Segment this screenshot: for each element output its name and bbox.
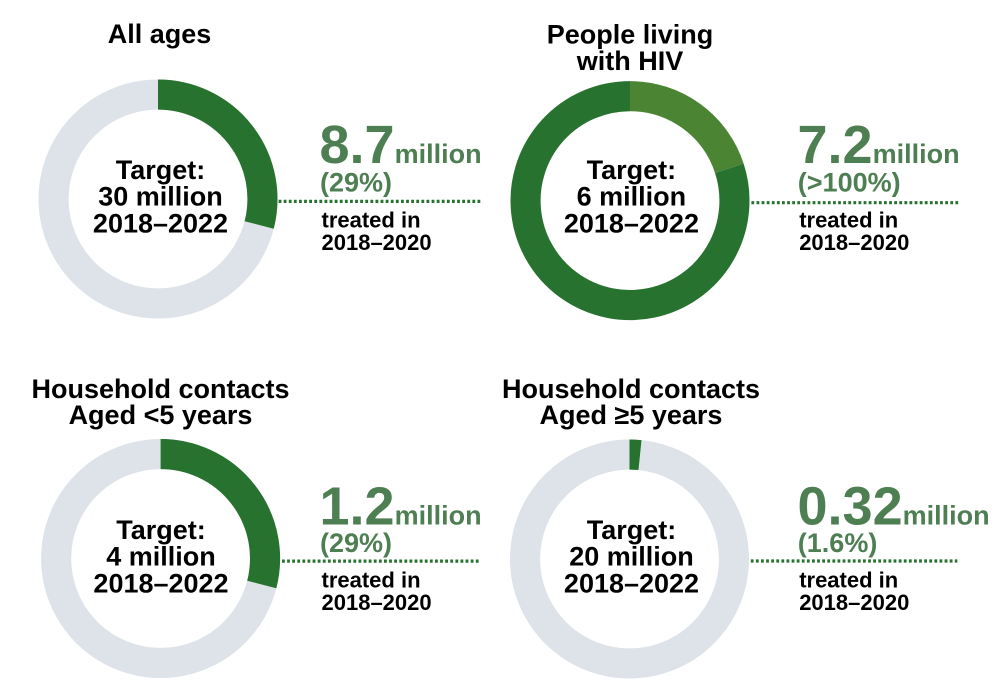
svg-text:2018–2020: 2018–2020 bbox=[322, 590, 432, 615]
svg-text:Target:: Target: bbox=[587, 155, 677, 185]
svg-text:2018–2020: 2018–2020 bbox=[322, 230, 432, 255]
svg-text:Aged ≥5 years: Aged ≥5 years bbox=[540, 400, 723, 430]
svg-text:2018–2022: 2018–2022 bbox=[564, 569, 699, 599]
svg-text:(29%): (29%) bbox=[320, 528, 392, 558]
svg-text:treated in: treated in bbox=[322, 208, 421, 233]
svg-text:All ages: All ages bbox=[108, 19, 212, 49]
svg-text:7.2million: 7.2million bbox=[798, 115, 960, 175]
svg-text:6 million: 6 million bbox=[577, 182, 687, 212]
svg-text:Household contacts: Household contacts bbox=[502, 374, 760, 404]
svg-text:treated in: treated in bbox=[322, 567, 421, 592]
svg-text:30 million: 30 million bbox=[98, 182, 223, 212]
svg-text:People living: People living bbox=[547, 19, 714, 49]
svg-text:2018–2020: 2018–2020 bbox=[799, 590, 909, 615]
svg-text:20 million: 20 million bbox=[569, 542, 694, 572]
svg-text:Aged <5 years: Aged <5 years bbox=[69, 400, 253, 430]
svg-text:(1.6%): (1.6%) bbox=[798, 528, 878, 558]
svg-text:4 million: 4 million bbox=[106, 542, 216, 572]
svg-text:with HIV: with HIV bbox=[576, 46, 684, 76]
svg-text:(>100%): (>100%) bbox=[798, 167, 901, 197]
svg-text:Target:: Target: bbox=[587, 515, 677, 545]
svg-text:8.7million: 8.7million bbox=[320, 115, 482, 175]
svg-text:Household contacts: Household contacts bbox=[31, 374, 289, 404]
svg-text:2018–2022: 2018–2022 bbox=[93, 209, 228, 239]
svg-text:treated in: treated in bbox=[799, 208, 898, 233]
svg-text:2018–2022: 2018–2022 bbox=[564, 209, 699, 239]
svg-text:(29%): (29%) bbox=[320, 167, 392, 197]
svg-text:Target:: Target: bbox=[116, 155, 206, 185]
svg-text:2018–2022: 2018–2022 bbox=[93, 569, 228, 599]
svg-text:Target:: Target: bbox=[116, 515, 206, 545]
svg-text:treated in: treated in bbox=[799, 567, 898, 592]
svg-text:2018–2020: 2018–2020 bbox=[799, 230, 909, 255]
